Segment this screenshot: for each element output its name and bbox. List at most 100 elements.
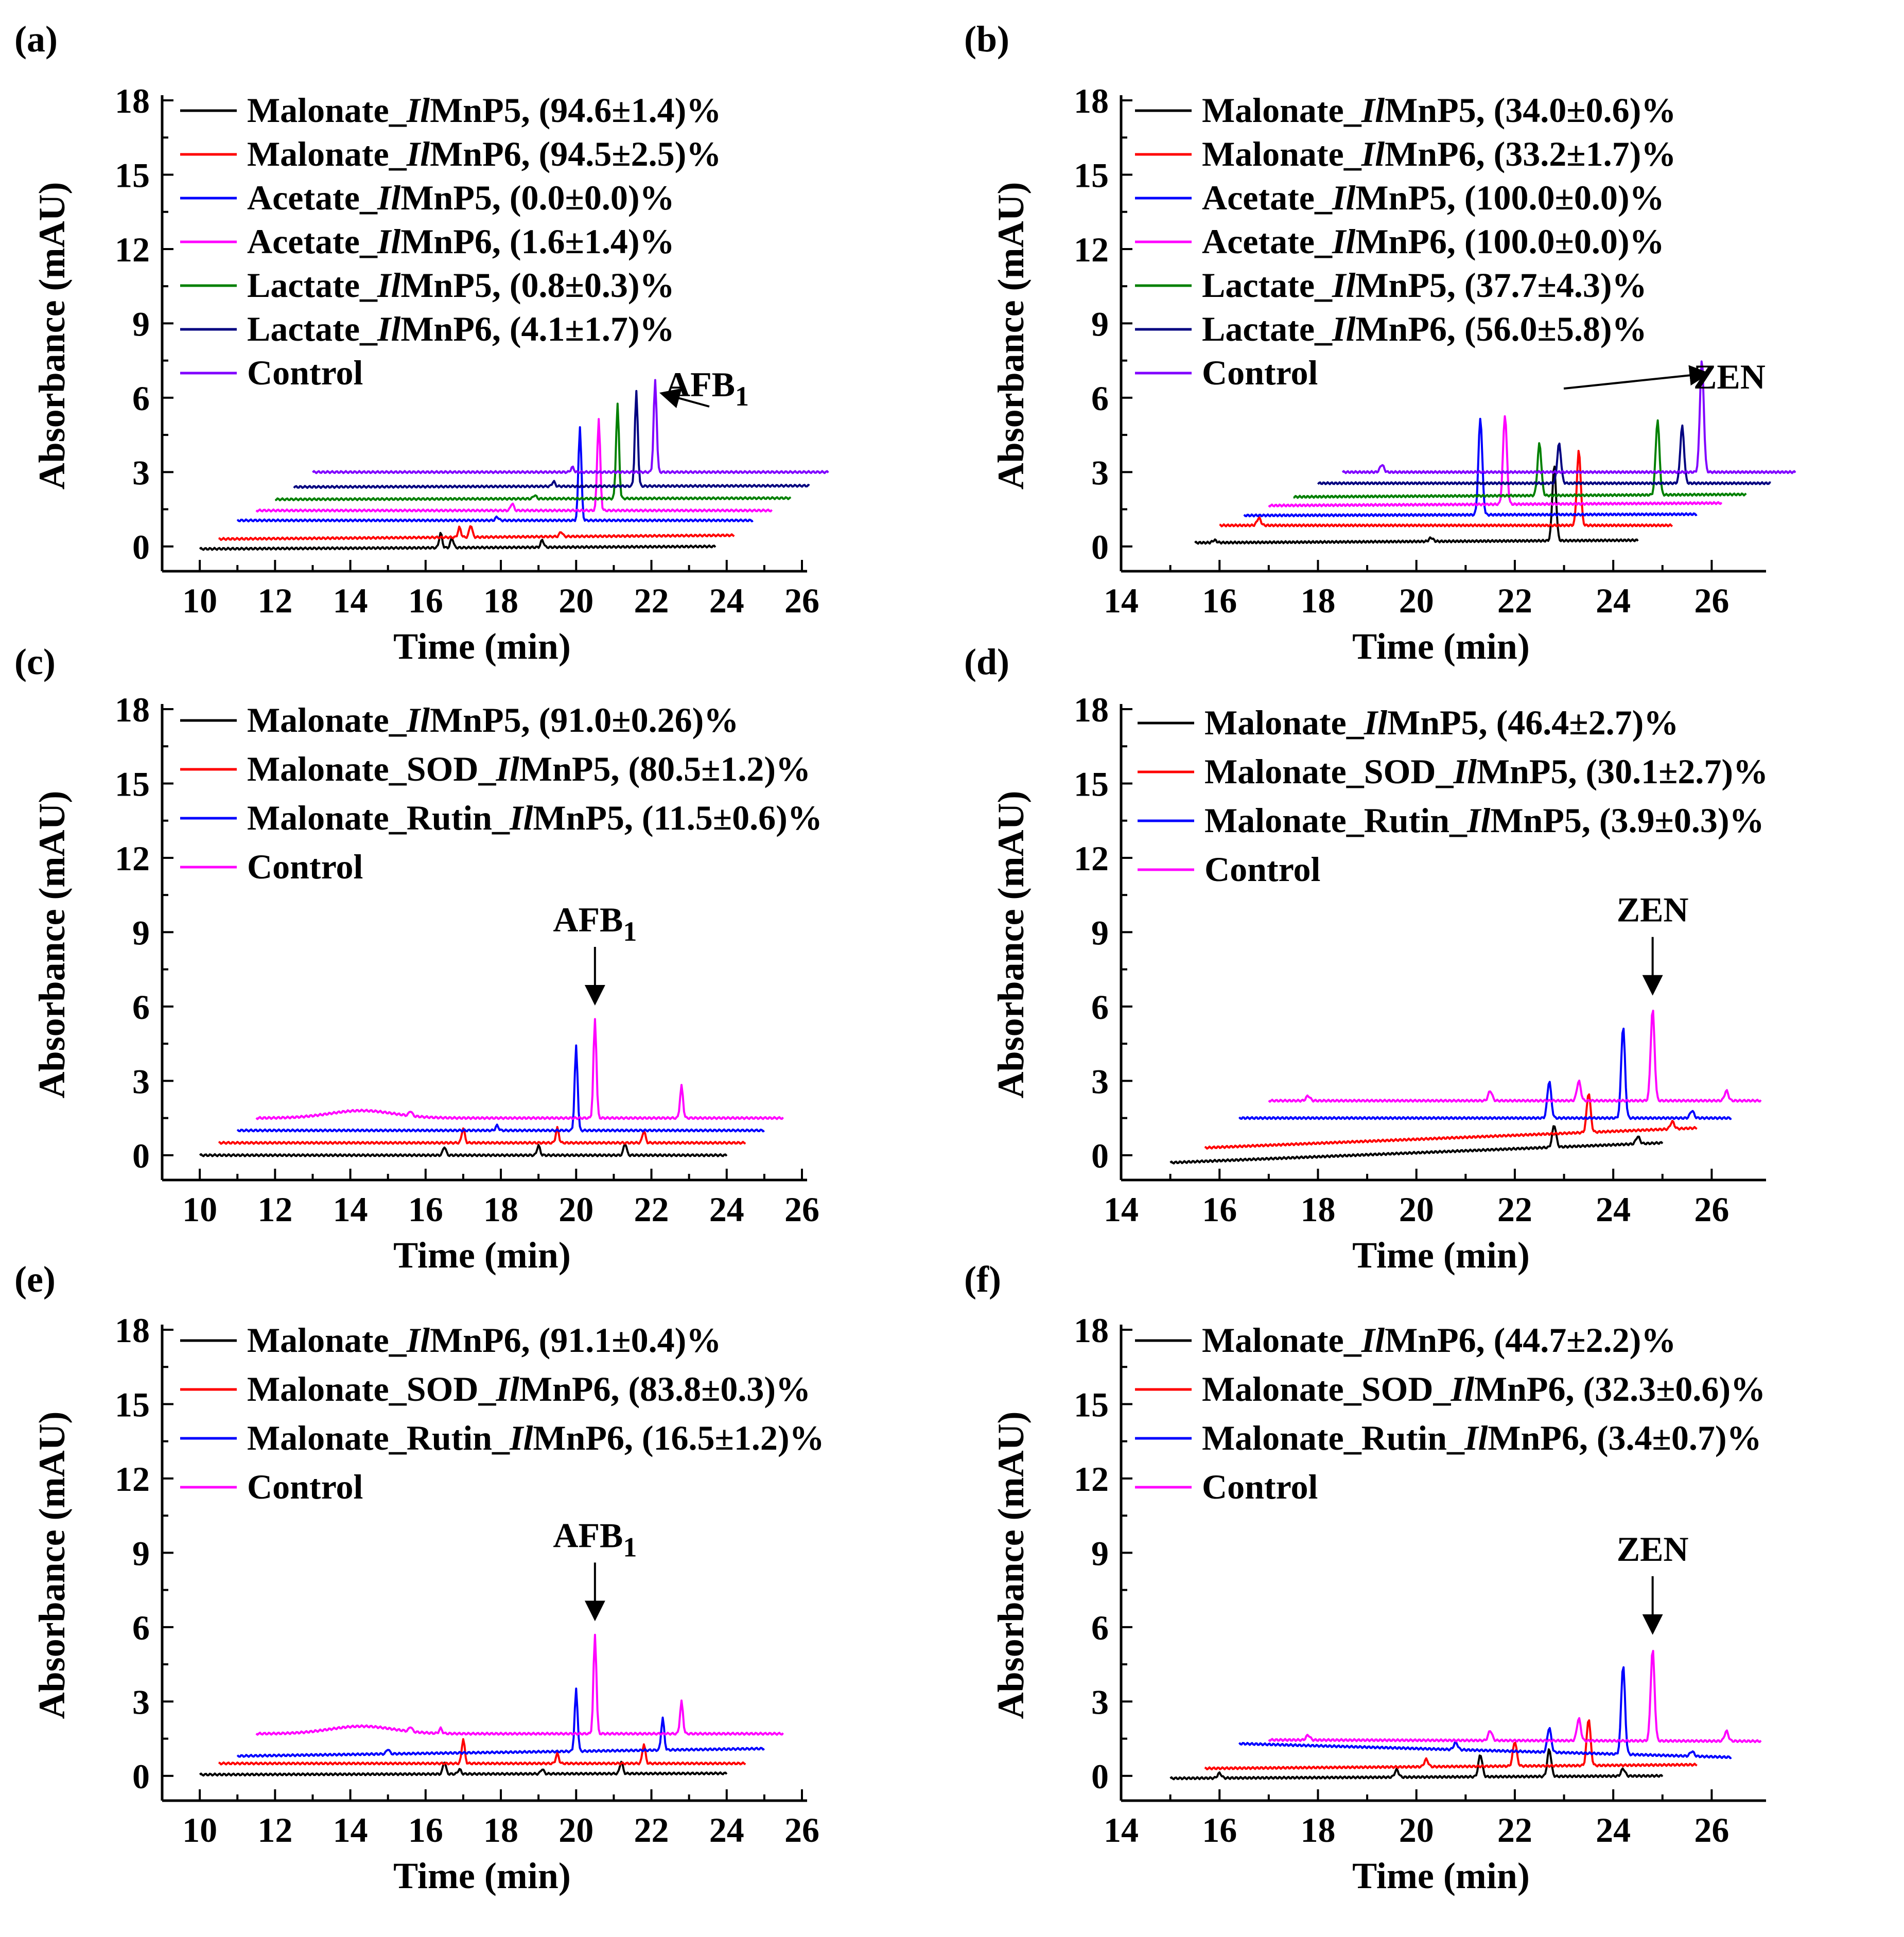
legend-text-part: Lactate_	[1202, 309, 1333, 348]
x-axis-title: Time (min)	[393, 626, 571, 667]
legend-text-italic: Il	[406, 1320, 430, 1360]
x-tick-label: 14	[333, 1190, 368, 1229]
y-tick-label: 18	[1074, 1311, 1109, 1350]
legend-entry: Malonate_SOD_IlMnP5, (80.5±1.2)%	[247, 749, 811, 788]
x-tick-label: 16	[1202, 1190, 1237, 1229]
series-trace-1	[199, 1760, 728, 1777]
series-trace-2	[218, 1738, 746, 1766]
y-tick-label: 12	[115, 839, 150, 878]
legend-text-part: Malonate_	[1202, 134, 1362, 173]
x-tick-label: 18	[1300, 581, 1335, 620]
analyte-label-main: ZEN	[1693, 357, 1766, 396]
legend-text-part: MnP6, (1.6±1.4)%	[400, 222, 674, 261]
legend-entry: Malonate_SOD_IlMnP6, (83.8±0.3)%	[247, 1369, 811, 1408]
chart-panel-b: (b) 14 16 18 20 22 24 26 0 3 6 9 12 15 18 Time (min) Abs…	[964, 19, 1796, 667]
series-trace-1	[1169, 1748, 1664, 1781]
series-trace-5	[275, 402, 792, 502]
legend-text-part: Lactate_	[1202, 266, 1333, 305]
legend-entry: Malonate_IlMnP5, (94.6±1.4)%	[247, 91, 721, 130]
legend-text-italic: Il	[406, 134, 430, 173]
legend-text-part: Malonate_Rutin_	[1202, 1418, 1465, 1457]
legend-text-italic: Il	[377, 222, 400, 261]
x-tick-label: 14	[333, 581, 368, 620]
series-trace-2	[1219, 450, 1673, 527]
x-axis-title: Time (min)	[393, 1235, 571, 1276]
y-tick-label: 15	[115, 764, 150, 803]
x-tick-label: 22	[1497, 1190, 1532, 1229]
y-tick-label: 9	[132, 304, 150, 343]
y-tick-label: 6	[132, 988, 150, 1027]
series-trace-3	[1238, 1666, 1732, 1759]
legend-text-part: MnP6, (3.4±0.7)%	[1488, 1418, 1761, 1457]
analyte-label: ZEN	[1617, 890, 1689, 929]
series-trace-4	[1268, 1010, 1762, 1103]
x-tick-label: 18	[483, 1190, 518, 1229]
y-tick-label: 12	[1074, 839, 1109, 878]
x-tick-label: 12	[257, 1190, 292, 1229]
legend-entry: Malonate_IlMnP6, (94.5±2.5)%	[247, 134, 721, 173]
y-tick-label: 0	[132, 527, 150, 567]
legend-text-part: MnP5, (80.5±1.2)%	[519, 749, 811, 788]
legend-entry: Malonate_SOD_IlMnP6, (32.3±0.6)%	[1202, 1369, 1766, 1408]
x-tick-label: 24	[709, 581, 744, 620]
legend-text-italic: Il	[1332, 222, 1355, 261]
legend-text-part: Malonate_Rutin_	[247, 1418, 510, 1457]
legend-text-part: MnP6, (32.3±0.6)%	[1474, 1369, 1766, 1408]
series-trace-2	[1204, 1719, 1698, 1771]
legend-text-part: MnP6, (16.5±1.2)%	[533, 1418, 824, 1457]
legend-text-part: Control	[1204, 850, 1320, 889]
legend-text-italic: Il	[496, 1369, 519, 1408]
legend-text-italic: Il	[1332, 309, 1355, 348]
x-axis-title: Time (min)	[1352, 1235, 1530, 1276]
series-trace-2	[218, 525, 735, 541]
x-axis-title: Time (min)	[393, 1855, 571, 1896]
legend-text-italic: Il	[1466, 801, 1490, 840]
legend-entry: Malonate_IlMnP6, (33.2±1.7)%	[1202, 134, 1676, 173]
series-trace-6	[1317, 424, 1771, 485]
legend-text-part: Lactate_	[247, 266, 378, 305]
x-tick-label: 26	[1694, 1810, 1729, 1850]
chart-panel-c: (c) 10 12 14 16 18 20 22 24 26 0 3 6 9 12 15 18 Time (min…	[14, 641, 823, 1276]
legend-text-italic: Il	[1332, 266, 1355, 305]
legend-text-part: MnP5, (91.0±0.26)%	[430, 700, 739, 739]
legend-entry: Malonate_IlMnP5, (46.4±2.7)%	[1204, 703, 1679, 742]
x-tick-label: 18	[1300, 1190, 1335, 1229]
x-tick-label: 16	[1202, 581, 1237, 620]
legend-text-part: MnP5, (0.0±0.0)%	[400, 178, 674, 217]
y-tick-label: 0	[132, 1136, 150, 1175]
x-tick-label: 18	[483, 1810, 518, 1850]
panel-label: (b)	[964, 19, 1009, 60]
legend-text-part: MnP5, (11.5±0.6)%	[533, 798, 822, 837]
legend-text-part: Control	[247, 847, 363, 886]
series-trace-1	[199, 1142, 728, 1157]
y-axis-title: Absorbance (mAU)	[990, 791, 1032, 1099]
x-tick-label: 20	[558, 1190, 593, 1229]
analyte-label-main: ZEN	[1617, 890, 1689, 929]
legend-entry: Lactate_IlMnP5, (0.8±0.3)%	[247, 266, 675, 305]
legend-text-part: Acetate_	[247, 178, 378, 217]
x-tick-label: 24	[709, 1810, 744, 1850]
series-trace-4	[255, 418, 773, 513]
series-trace-5	[1293, 419, 1747, 499]
y-tick-label: 9	[1091, 1534, 1109, 1573]
legend-entry: Malonate_Rutin_IlMnP5, (3.9±0.3)%	[1204, 801, 1765, 840]
y-tick-label: 12	[115, 1459, 150, 1499]
x-tick-label: 10	[182, 1190, 217, 1229]
x-tick-label: 24	[1596, 1190, 1631, 1229]
legend-text-part: MnP5, (37.7±4.3)%	[1355, 266, 1647, 305]
analyte-label-subscript: 1	[735, 381, 749, 412]
y-tick-label: 12	[115, 230, 150, 269]
y-tick-label: 18	[1074, 690, 1109, 729]
legend-text-part: Malonate_SOD_	[1204, 752, 1454, 791]
analyte-label-subscript: 1	[623, 916, 637, 947]
legend-text-italic: Il	[406, 91, 430, 130]
series-trace-4	[255, 1633, 784, 1736]
legend-text-part: Control	[1202, 1467, 1318, 1506]
x-tick-label: 24	[709, 1190, 744, 1229]
series-trace-7	[312, 379, 829, 474]
legend-text-italic: Il	[1464, 1418, 1488, 1457]
legend-text-part: Malonate_Rutin_	[1204, 801, 1468, 840]
legend-entry: Control	[247, 1467, 363, 1506]
analyte-label: AFB1	[665, 365, 749, 412]
x-axis-title: Time (min)	[1352, 1855, 1530, 1896]
